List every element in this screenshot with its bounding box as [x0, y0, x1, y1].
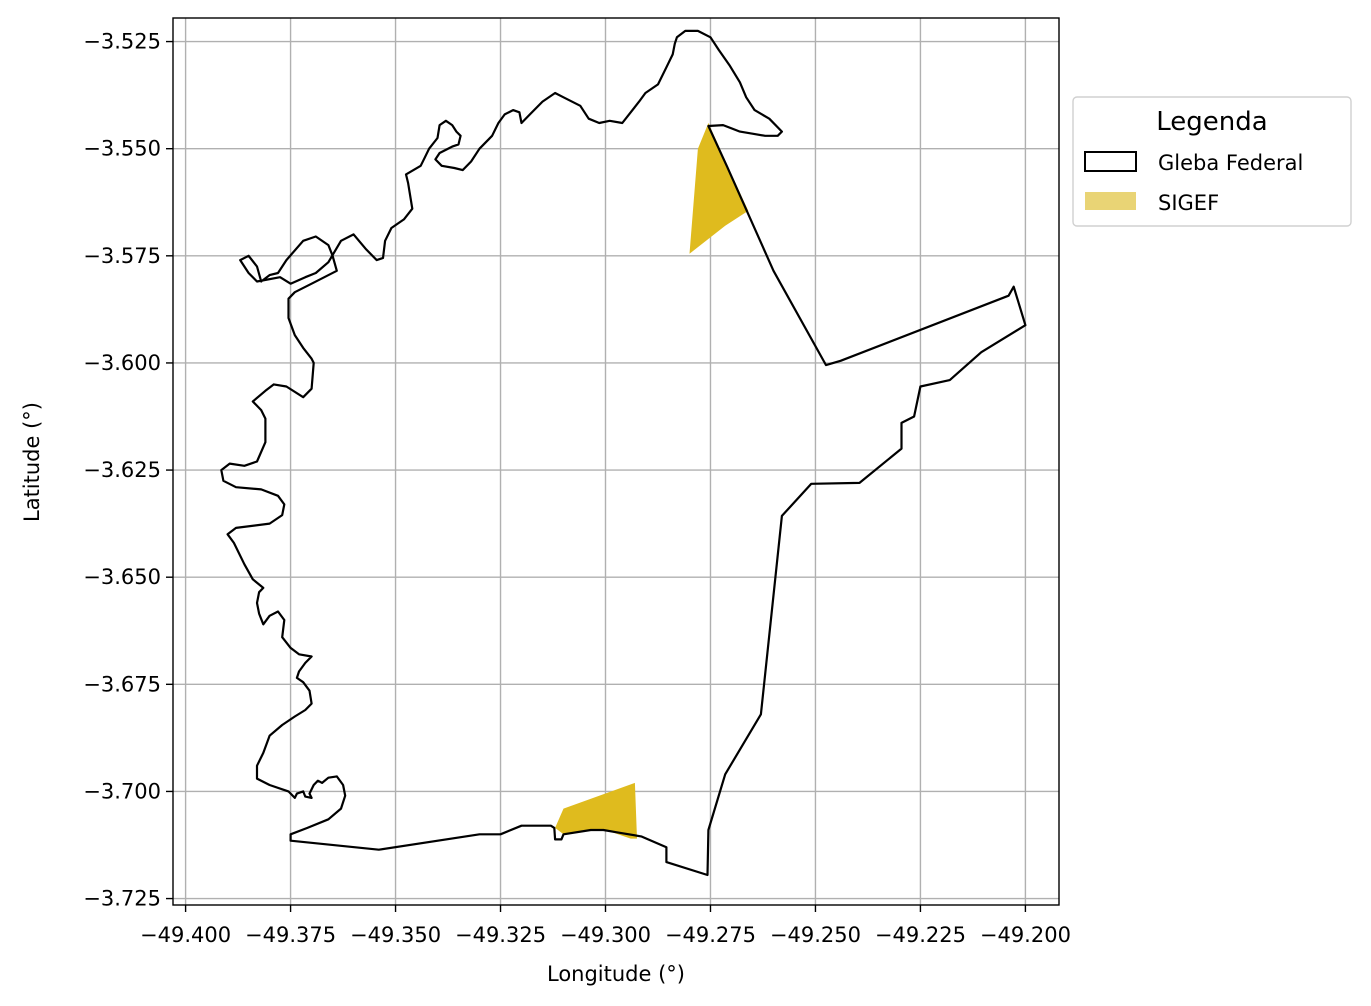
sigef-parcel-1: [555, 782, 637, 839]
x-tick-label-2: −49.350: [350, 923, 441, 947]
y-tick-label-2: −3.575: [83, 244, 161, 268]
y-axis-ticks: −3.525 −3.550 −3.575 −3.600 −3.625 −3.650 −3.6…: [83, 30, 173, 911]
legend: Legenda Gleba Federal SIGEF: [1072, 96, 1352, 227]
y-axis-label: Latitude (°): [20, 402, 44, 522]
legend-title: Legenda: [1156, 107, 1267, 137]
legend-label-gleba-federal: Gleba Federal: [1158, 151, 1303, 175]
legend-frame: [1072, 96, 1352, 227]
legend-label-sigef: SIGEF: [1158, 191, 1219, 215]
y-tick-label-3: −3.600: [83, 351, 161, 375]
x-tick-label-8: −49.200: [980, 923, 1071, 947]
y-tick-label-0: −3.525: [83, 30, 161, 54]
grid-lines: [173, 18, 1059, 905]
y-tick-label-8: −3.725: [83, 887, 161, 911]
y-tick-label-4: −3.625: [83, 458, 161, 482]
x-tick-label-6: −49.250: [770, 923, 861, 947]
map-layers: [220, 29, 1027, 877]
x-tick-label-0: −49.400: [140, 923, 231, 947]
y-tick-label-1: −3.550: [83, 137, 161, 161]
x-tick-label-1: −49.375: [245, 923, 336, 947]
x-tick-label-3: −49.325: [455, 923, 546, 947]
gleba-federal-boundary: [220, 29, 1027, 877]
sigef-parcel-0: [689, 123, 749, 254]
legend-swatch-gleba-federal: [1084, 151, 1137, 172]
y-tick-label-6: −3.675: [83, 672, 161, 696]
x-tick-label-7: −49.225: [875, 923, 966, 947]
x-tick-label-4: −49.300: [560, 923, 651, 947]
plot-frame: [172, 17, 1060, 906]
y-tick-label-7: −3.700: [83, 779, 161, 803]
x-axis-label: Longitude (°): [547, 962, 685, 986]
x-tick-label-5: −49.275: [665, 923, 756, 947]
y-tick-label-5: −3.650: [83, 565, 161, 589]
x-axis-ticks: −49.400 −49.375 −49.350 −49.325 −49.300 −49.2…: [140, 905, 1071, 947]
legend-swatch-sigef: [1085, 192, 1136, 210]
